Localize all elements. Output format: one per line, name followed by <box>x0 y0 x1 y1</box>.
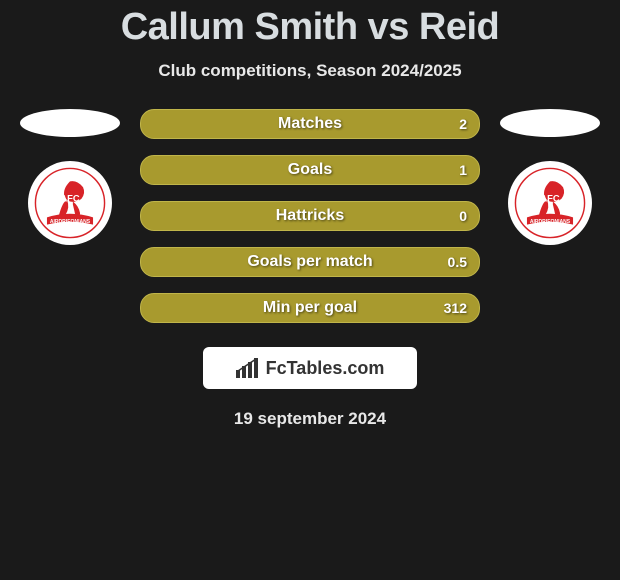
player-right-avatar <box>500 109 600 137</box>
stat-label: Goals per match <box>247 253 372 271</box>
left-player-col: AFC AIRDRIEONIANS <box>20 109 120 245</box>
stat-right-value: 2 <box>459 116 467 132</box>
stat-label: Min per goal <box>263 299 357 317</box>
badge-text: AFC <box>60 194 79 204</box>
brand-logo[interactable]: FcTables.com <box>203 347 417 389</box>
stat-right-value: 0.5 <box>448 254 467 270</box>
club-crest-icon: AFC AIRDRIEONIANS <box>34 167 106 239</box>
stat-right-value: 312 <box>444 300 467 316</box>
stat-bar-hattricks: Hattricks 0 <box>140 201 480 231</box>
stat-label: Goals <box>288 161 332 179</box>
stat-right-value: 0 <box>459 208 467 224</box>
stat-label: Matches <box>278 115 342 133</box>
brand-text: FcTables.com <box>266 358 385 379</box>
stat-bar-goals-per-match: Goals per match 0.5 <box>140 247 480 277</box>
badge-ribbon-text: AIRDRIEONIANS <box>50 219 91 225</box>
stat-bar-min-per-goal: Min per goal 312 <box>140 293 480 323</box>
main-row: AFC AIRDRIEONIANS Matches 2 Goals 1 Hatt… <box>0 109 620 323</box>
club-badge-left: AFC AIRDRIEONIANS <box>28 161 112 245</box>
stat-right-value: 1 <box>459 162 467 178</box>
club-crest-icon: AFC AIRDRIEONIANS <box>514 167 586 239</box>
snapshot-date: 19 september 2024 <box>0 409 620 429</box>
club-badge-right: AFC AIRDRIEONIANS <box>508 161 592 245</box>
stat-bar-matches: Matches 2 <box>140 109 480 139</box>
stat-label: Hattricks <box>276 207 344 225</box>
badge-ribbon-text: AIRDRIEONIANS <box>530 219 571 225</box>
bar-chart-icon <box>236 358 260 378</box>
page-title: Callum Smith vs Reid <box>0 6 620 49</box>
subtitle: Club competitions, Season 2024/2025 <box>0 61 620 81</box>
stats-column: Matches 2 Goals 1 Hattricks 0 Goals per … <box>140 109 480 323</box>
comparison-card: Callum Smith vs Reid Club competitions, … <box>0 0 620 429</box>
player-left-avatar <box>20 109 120 137</box>
right-player-col: AFC AIRDRIEONIANS <box>500 109 600 245</box>
stat-bar-goals: Goals 1 <box>140 155 480 185</box>
badge-text: AFC <box>540 194 559 204</box>
